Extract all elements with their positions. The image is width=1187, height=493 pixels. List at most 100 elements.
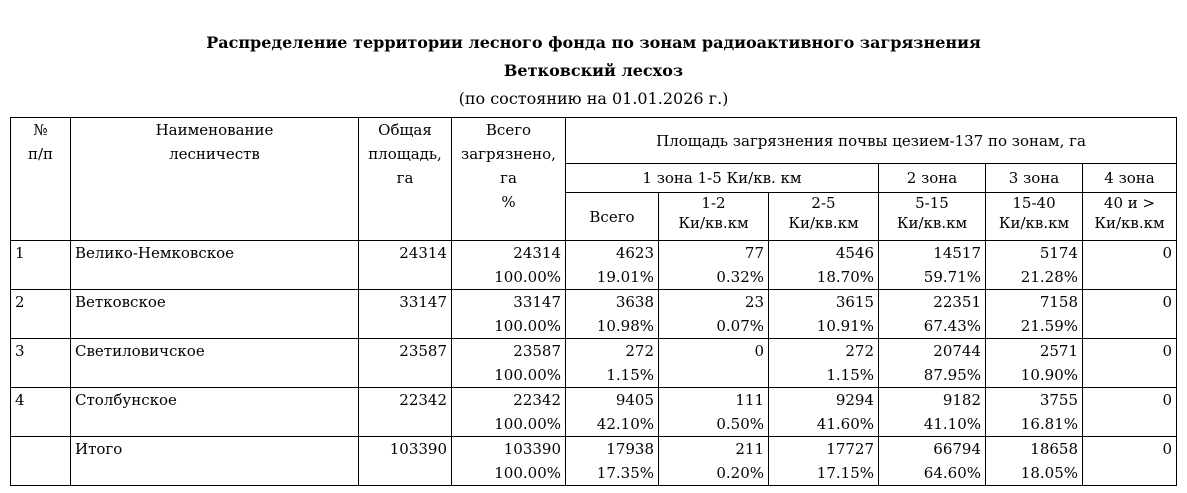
row-z2: 20744 [878, 338, 986, 363]
table-row-pct: 100.00% 19.01% 0.32% 18.70% 59.71% 21.28… [11, 265, 1178, 290]
table-header: № п/п Наименование лесничеств Общая площ… [10, 117, 1178, 241]
header-name-line2: лесничеств [169, 145, 260, 163]
row-z4-pct [1081, 265, 1178, 290]
row-z1a-pct [658, 363, 769, 388]
row-z1b-pct: 41.60% [768, 412, 879, 437]
row-z2-pct: 87.95% [878, 363, 986, 388]
header-z1-a-line2: Ки/кв.км [678, 214, 749, 232]
row-z4: 0 [1081, 387, 1178, 412]
row-z2: 9182 [878, 387, 986, 412]
row-total-pct: 100.00% [451, 363, 566, 388]
row-z1b-pct: 10.91% [768, 314, 879, 339]
row-total: 23587 [451, 338, 566, 363]
row-total-pct: 100.00% [451, 412, 566, 437]
row-z2: 66794 [878, 436, 986, 461]
table-row: 3 Светиловичское 23587 23587 272 0 272 2… [10, 338, 1178, 388]
row-z1-pct: 1.15% [565, 363, 659, 388]
row-z1: 17938 [565, 436, 659, 461]
row-name: Столбунское [70, 387, 359, 437]
row-num: 2 [10, 289, 71, 339]
header-num-line1: № [33, 121, 48, 139]
row-z1a-pct: 0.20% [658, 461, 769, 486]
header-area-line2: площадь, [368, 145, 442, 163]
row-area: 103390 [358, 436, 452, 486]
row-area: 22342 [358, 387, 452, 437]
row-z2-pct: 59.71% [878, 265, 986, 290]
header-z1-a-line1: 1-2 [701, 194, 726, 212]
row-z1: 272 [565, 338, 659, 363]
row-z4-pct [1081, 363, 1178, 388]
header-area-line3: га [396, 169, 414, 187]
row-total: 22342 [451, 387, 566, 412]
report-subtitle: Ветковский лесхоз [503, 61, 684, 80]
row-z1: 4623 [565, 240, 659, 265]
row-area: 24314 [358, 240, 452, 290]
header-z1-b: 2-5 Ки/кв.км [768, 192, 879, 241]
row-z1-pct: 19.01% [565, 265, 659, 290]
row-z1-pct: 10.98% [565, 314, 659, 339]
row-z1: 9405 [565, 387, 659, 412]
row-z4-pct [1081, 461, 1178, 486]
row-z1a: 23 [658, 289, 769, 314]
row-z4: 0 [1081, 436, 1178, 461]
report-title: Распределение территории лесного фонда п… [206, 33, 981, 52]
row-z3-pct: 10.90% [985, 363, 1083, 388]
row-z2: 22351 [878, 289, 986, 314]
row-z1a: 211 [658, 436, 769, 461]
row-name: Светиловичское [70, 338, 359, 388]
table-row: 2 Ветковское 33147 33147 3638 23 3615 22… [10, 289, 1178, 339]
row-num: 1 [10, 240, 71, 290]
row-z2: 14517 [878, 240, 986, 265]
row-z1b: 9294 [768, 387, 879, 412]
row-name: Велико-Немковское [70, 240, 359, 290]
row-total: 33147 [451, 289, 566, 314]
header-num-line2: п/п [27, 145, 54, 163]
row-z2-pct: 64.60% [878, 461, 986, 486]
header-total-line4: % [501, 193, 516, 211]
header-zone4: 4 зона [1081, 163, 1178, 193]
header-z4-line1: 40 и > [1103, 194, 1156, 212]
header-group: Площадь загрязнения почвы цезием-137 по … [564, 117, 1178, 164]
header-z1-all: Всего [565, 192, 659, 241]
report-date: (по состоянию на 01.01.2026 г.) [458, 89, 729, 108]
table-body: 1 Велико-Немковское 24314 24314 4623 77 … [10, 240, 1178, 486]
row-z1a: 77 [658, 240, 769, 265]
row-name: Итого [70, 436, 359, 486]
row-z3: 18658 [985, 436, 1083, 461]
header-name: Наименование лесничеств [70, 117, 359, 241]
header-z2-range: 5-15 Ки/кв.км [878, 192, 986, 241]
header-num: № п/п [10, 117, 71, 241]
header-z4-range: 40 и > Ки/кв.км [1081, 192, 1178, 241]
row-z4: 0 [1081, 240, 1178, 265]
row-area: 33147 [358, 289, 452, 339]
row-z4: 0 [1081, 289, 1178, 314]
row-z3-pct: 18.05% [985, 461, 1083, 486]
header-z1-a: 1-2 Ки/кв.км [658, 192, 769, 241]
header-area: Общая площадь, га [358, 117, 452, 241]
header-total: Всего загрязнено, га % [451, 117, 566, 241]
header-zone3: 3 зона [985, 163, 1083, 193]
row-z1b: 272 [768, 338, 879, 363]
header-z3-line2: Ки/кв.км [998, 214, 1070, 232]
contamination-table: № п/п Наименование лесничеств Общая площ… [10, 117, 1178, 486]
row-z1: 3638 [565, 289, 659, 314]
row-area: 23587 [358, 338, 452, 388]
table-row-pct: 100.00% 10.98% 0.07% 10.91% 67.43% 21.59… [11, 314, 1178, 339]
table-row-total-pct: 100.00% 17.35% 0.20% 17.15% 64.60% 18.05… [11, 461, 1178, 486]
row-z1b-pct: 18.70% [768, 265, 879, 290]
row-z1a-pct: 0.32% [658, 265, 769, 290]
row-z3: 5174 [985, 240, 1083, 265]
row-z1a-pct: 0.50% [658, 412, 769, 437]
header-z2-line1: 5-15 [915, 194, 949, 212]
row-z1a: 111 [658, 387, 769, 412]
row-num [10, 436, 71, 486]
row-z1b: 3615 [768, 289, 879, 314]
header-z3-line1: 15-40 [1012, 194, 1056, 212]
row-z1-pct: 17.35% [565, 461, 659, 486]
row-z2-pct: 67.43% [878, 314, 986, 339]
row-total-pct: 100.00% [451, 314, 566, 339]
row-name: Ветковское [70, 289, 359, 339]
header-z1-b-line1: 2-5 [811, 194, 836, 212]
row-z1a: 0 [658, 338, 769, 363]
header-total-line2: загрязнено, [461, 145, 556, 163]
